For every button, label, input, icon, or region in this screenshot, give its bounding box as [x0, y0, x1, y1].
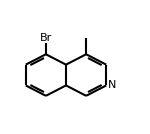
Text: N: N: [108, 80, 116, 90]
Text: Br: Br: [40, 33, 52, 43]
